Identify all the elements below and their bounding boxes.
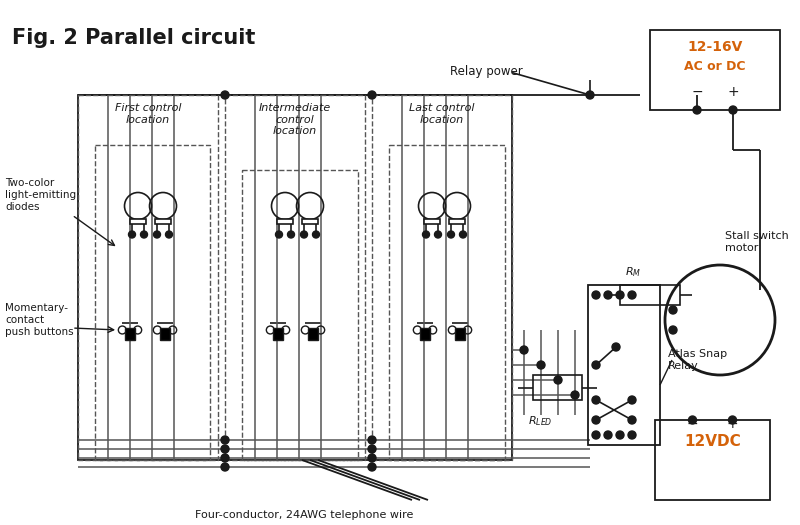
Bar <box>130 218 146 224</box>
Circle shape <box>368 463 376 471</box>
Text: −: − <box>686 417 698 431</box>
Bar <box>242 170 358 460</box>
Circle shape <box>459 231 466 238</box>
Circle shape <box>301 231 307 238</box>
Text: 12-16V: 12-16V <box>687 40 742 54</box>
Circle shape <box>604 291 612 299</box>
Circle shape <box>221 91 229 99</box>
Circle shape <box>537 361 545 369</box>
Bar <box>655 420 770 500</box>
Bar <box>588 285 660 445</box>
Bar <box>533 375 582 400</box>
Circle shape <box>729 416 737 424</box>
Text: 12VDC: 12VDC <box>684 435 741 449</box>
Text: Intermediate
control
location: Intermediate control location <box>259 103 331 136</box>
Circle shape <box>520 346 528 354</box>
Text: Last control
location: Last control location <box>410 103 474 124</box>
Circle shape <box>592 431 600 439</box>
Circle shape <box>166 231 173 238</box>
Bar <box>308 328 318 340</box>
Text: −: − <box>691 85 703 99</box>
Text: Stall switch
motor: Stall switch motor <box>725 232 789 253</box>
Circle shape <box>368 454 376 462</box>
Circle shape <box>221 445 229 453</box>
Text: Four-conductor, 24AWG telephone wire: Four-conductor, 24AWG telephone wire <box>195 510 414 520</box>
Bar <box>424 218 440 224</box>
Circle shape <box>669 326 677 334</box>
Circle shape <box>368 91 376 99</box>
Text: $R_{LED}$: $R_{LED}$ <box>528 414 553 428</box>
Circle shape <box>275 231 282 238</box>
Circle shape <box>628 416 636 424</box>
Text: Fig. 2 Parallel circuit: Fig. 2 Parallel circuit <box>12 28 255 48</box>
Bar <box>302 218 318 224</box>
Bar <box>273 328 283 340</box>
Circle shape <box>447 231 454 238</box>
Bar <box>277 218 294 224</box>
Circle shape <box>586 91 594 99</box>
Circle shape <box>689 416 697 424</box>
Text: +: + <box>726 417 738 431</box>
Circle shape <box>221 436 229 444</box>
Bar <box>125 328 135 340</box>
Circle shape <box>554 376 562 384</box>
Circle shape <box>221 454 229 462</box>
Text: Two-color
light-emitting
diodes: Two-color light-emitting diodes <box>5 178 76 212</box>
Text: Relay power: Relay power <box>450 66 522 79</box>
Text: $R_M$: $R_M$ <box>625 265 642 279</box>
Text: +: + <box>727 85 739 99</box>
Circle shape <box>729 106 737 114</box>
Circle shape <box>154 231 161 238</box>
Circle shape <box>287 231 294 238</box>
Bar <box>389 145 505 460</box>
Bar <box>455 328 465 340</box>
Text: Momentary-
contact
push buttons: Momentary- contact push buttons <box>5 303 74 337</box>
Circle shape <box>422 231 430 238</box>
Circle shape <box>628 431 636 439</box>
Bar <box>225 95 365 460</box>
Circle shape <box>221 463 229 471</box>
Bar <box>650 30 780 110</box>
Circle shape <box>616 431 624 439</box>
Circle shape <box>592 361 600 369</box>
Circle shape <box>571 391 579 399</box>
Circle shape <box>592 416 600 424</box>
Bar <box>78 95 512 460</box>
Bar <box>95 145 210 460</box>
Circle shape <box>141 231 147 238</box>
Circle shape <box>434 231 442 238</box>
Bar <box>449 218 466 224</box>
Bar <box>160 328 170 340</box>
Circle shape <box>616 291 624 299</box>
Circle shape <box>604 431 612 439</box>
Circle shape <box>368 445 376 453</box>
Circle shape <box>669 306 677 314</box>
Circle shape <box>612 343 620 351</box>
Circle shape <box>628 291 636 299</box>
Text: AC or DC: AC or DC <box>684 60 746 73</box>
Text: First control
location: First control location <box>114 103 182 124</box>
Bar <box>420 328 430 340</box>
Text: Atlas Snap
Relay: Atlas Snap Relay <box>668 349 727 371</box>
Bar <box>154 218 171 224</box>
Circle shape <box>693 106 701 114</box>
Bar <box>78 95 218 460</box>
Circle shape <box>592 291 600 299</box>
Circle shape <box>628 396 636 404</box>
Bar <box>372 95 512 460</box>
Bar <box>620 285 680 305</box>
Circle shape <box>592 396 600 404</box>
Circle shape <box>368 436 376 444</box>
Circle shape <box>129 231 135 238</box>
Circle shape <box>313 231 319 238</box>
